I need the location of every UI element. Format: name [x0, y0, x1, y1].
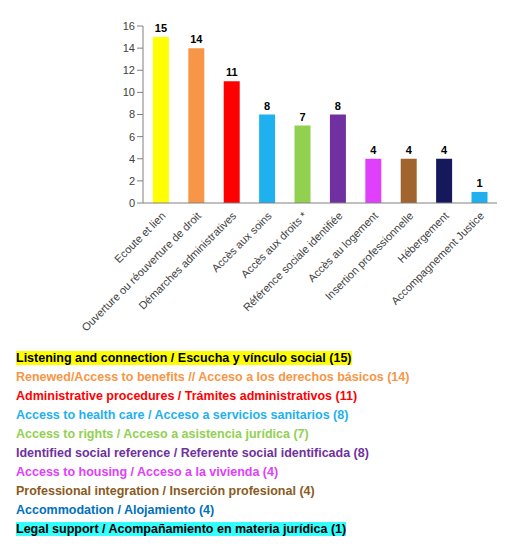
svg-text:8: 8 — [264, 100, 270, 112]
svg-text:10: 10 — [123, 86, 135, 98]
svg-text:4: 4 — [441, 144, 448, 156]
svg-text:0: 0 — [129, 197, 135, 209]
svg-text:12: 12 — [123, 64, 135, 76]
svg-text:4: 4 — [370, 144, 377, 156]
svg-text:Insertion professionnelle: Insertion professionnelle — [322, 209, 416, 303]
svg-text:6: 6 — [129, 131, 135, 143]
svg-text:Accès aux soins: Accès aux soins — [209, 209, 274, 274]
svg-text:16: 16 — [123, 20, 135, 32]
svg-text:4: 4 — [406, 144, 413, 156]
svg-text:14: 14 — [123, 42, 135, 54]
html-text:Access to rights / Acceso a as: Access to rights / Acceso a asistencia j… — [16, 427, 309, 441]
svg-text:14: 14 — [190, 33, 203, 45]
svg-text:Accès aux droits *: Accès aux droits * — [238, 209, 309, 280]
svg-text:Accès au logement: Accès au logement — [305, 209, 380, 285]
html-text:Renewed/Access to benefits //: Renewed/Access to benefits // Acceso a l… — [16, 370, 410, 384]
svg-text:7: 7 — [299, 111, 305, 123]
svg-text:Référence sociale identifiée: Référence sociale identifiée — [240, 209, 345, 314]
svg-text:Accompagnement Justice: Accompagnement Justice — [389, 209, 487, 307]
html-text:Legal support / Acompañamiento: Legal support / Acompañamiento en materi… — [16, 522, 347, 536]
svg-text:11: 11 — [226, 66, 238, 78]
svg-text:8: 8 — [335, 100, 341, 112]
svg-text:Ecoute et lien: Ecoute et lien — [112, 209, 168, 266]
svg-text:15: 15 — [155, 22, 167, 34]
html-text:Access to housing / Acceso a l: Access to housing / Acceso a la vivienda… — [16, 465, 279, 479]
html-text:Accommodation / Alojamiento (4: Accommodation / Alojamiento (4) — [16, 503, 215, 517]
svg-text:Ouverture ou réouverture de dr: Ouverture ou réouverture de droit — [79, 209, 203, 334]
svg-text:8: 8 — [129, 108, 135, 120]
svg-text:1: 1 — [476, 177, 482, 189]
html-text:Listening and connection / Esc: Listening and connection / Escucha y vín… — [16, 351, 352, 365]
svg-text:4: 4 — [129, 153, 135, 165]
html-text:Administrative procedures / Tr: Administrative procedures / Trámites adm… — [16, 389, 358, 403]
html-text:Access to health care / Acceso: Access to health care / Acceso a servici… — [16, 408, 349, 422]
html-text:Professional integration / Ins: Professional integration / Inserción pro… — [16, 484, 315, 498]
html-text:Identified social reference /: Identified social reference / Referente … — [16, 446, 369, 460]
svg-text:Hébergement: Hébergement — [395, 209, 451, 266]
svg-text:Démarches administratives: Démarches administratives — [136, 209, 239, 312]
svg-text:2: 2 — [129, 175, 135, 187]
